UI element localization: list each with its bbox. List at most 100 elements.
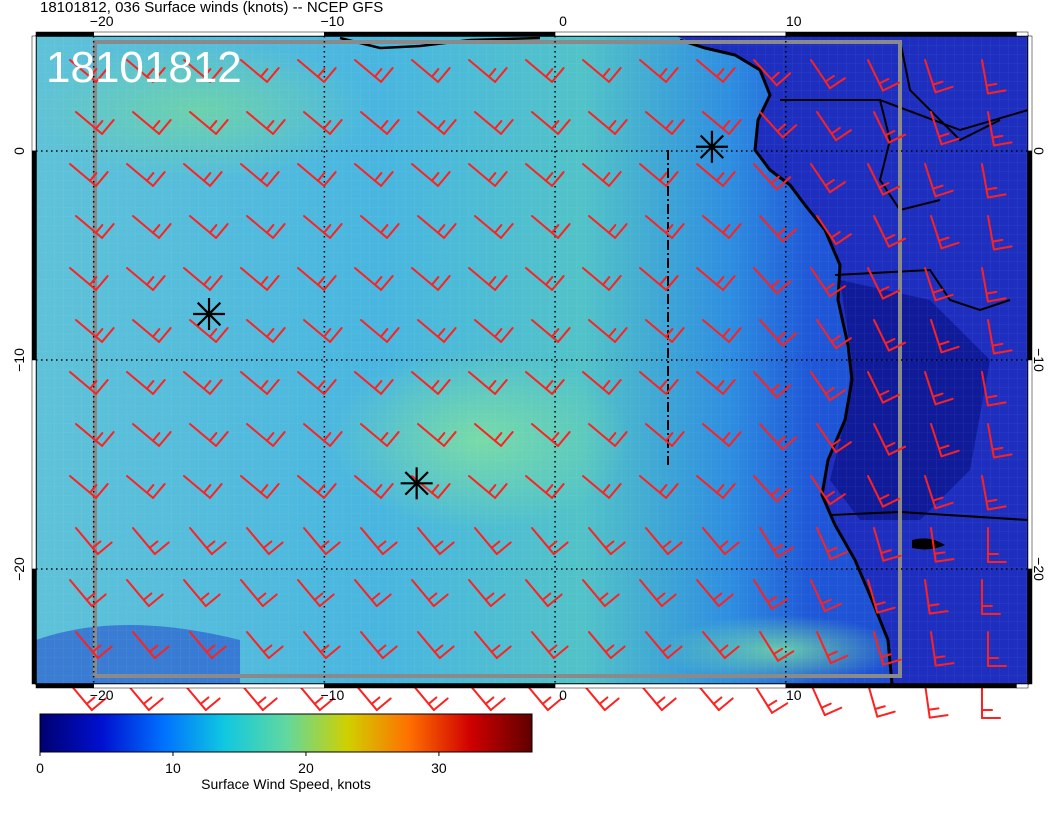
wind-barb	[873, 111, 907, 144]
wind-barb	[411, 371, 451, 395]
wind-barb	[240, 163, 280, 187]
wind-barb	[75, 423, 115, 447]
lon-tick-label-top: −20	[90, 13, 114, 29]
wind-barb	[132, 319, 172, 343]
colorbar-ticks: 0 10 20 30	[36, 752, 447, 776]
wind-barb	[246, 527, 284, 556]
wind-barb	[474, 527, 512, 556]
wind-barb	[240, 371, 280, 395]
wind-barb	[924, 163, 954, 198]
frame-tick-bar-bottom	[785, 683, 1017, 689]
wind-barb	[297, 683, 335, 712]
wind-barb	[69, 371, 109, 395]
wind-barb	[126, 163, 166, 187]
wind-barb	[411, 163, 451, 187]
wind-barb	[183, 579, 221, 608]
wind-barb	[132, 631, 170, 660]
frame-tick-bar-top	[1016, 31, 1029, 37]
wind-barb	[753, 59, 792, 87]
wind-barb	[981, 475, 1007, 511]
wind-barb	[753, 683, 789, 714]
wind-barb	[582, 371, 622, 395]
wind-barb	[582, 59, 622, 83]
wind-barb	[930, 215, 960, 250]
frame-tick-bar-right	[1027, 359, 1033, 570]
wind-barb	[474, 423, 514, 447]
wind-barb	[987, 527, 1007, 563]
wind-barb	[354, 371, 394, 395]
wind-barb	[981, 267, 1007, 303]
lon-tick-label-bottom: 0	[559, 687, 567, 703]
frame-tick-bar-bottom	[35, 683, 94, 689]
wind-barb	[240, 683, 278, 712]
lon-tick-label-top: −10	[320, 13, 344, 29]
frame-tick-bar-right	[1027, 35, 1033, 152]
wind-barb	[354, 579, 392, 608]
wind-barb	[867, 59, 901, 92]
wind-barb	[75, 527, 113, 556]
wind-barb	[468, 579, 506, 608]
wind-barb	[588, 631, 626, 660]
wind-barb	[183, 683, 221, 712]
wind-barb	[303, 111, 343, 135]
wind-barb	[645, 111, 685, 135]
wind-barb	[69, 579, 107, 608]
wind-barb	[696, 371, 736, 395]
colorbar: 0 10 20 30 Surface Wind Speed, knots	[36, 713, 533, 792]
wind-barb	[924, 59, 954, 94]
wind-barb	[411, 579, 449, 608]
lon-tick-label-bottom: 10	[786, 687, 802, 703]
wind-barb	[354, 683, 392, 712]
wind-barb	[246, 631, 284, 660]
wind-barb	[645, 319, 685, 343]
wind-barb	[240, 59, 280, 83]
wind-barb	[702, 423, 742, 447]
colorbar-tick-label: 10	[165, 760, 181, 776]
frame-tick-bar-top	[324, 31, 556, 37]
wind-barb	[753, 579, 789, 610]
wind-barb	[69, 267, 109, 291]
wind-barb	[645, 423, 685, 447]
wind-barb	[531, 215, 571, 239]
wind-barb	[582, 579, 620, 608]
colorbar-tick-label: 20	[298, 760, 314, 776]
wind-barb	[867, 579, 896, 614]
frame-tick-bar-left	[31, 568, 37, 685]
wind-barb	[639, 683, 677, 712]
wind-barb	[531, 111, 571, 135]
colorbar-ramp	[39, 713, 533, 753]
date-stamp: 18101812	[46, 43, 242, 92]
wind-barb	[588, 319, 628, 343]
wind-barb	[132, 215, 172, 239]
wind-barb	[360, 527, 398, 556]
lon-tick-label-bottom: −10	[320, 687, 344, 703]
wind-barb	[132, 527, 170, 556]
lon-tick-label-top: 0	[559, 13, 567, 29]
wind-barb	[867, 163, 901, 196]
lat-tick-label-left: −20	[11, 557, 27, 581]
wind-barb	[126, 683, 164, 712]
lat-lon-grid	[36, 36, 1028, 684]
wind-barb	[810, 475, 846, 506]
wind-barb	[873, 215, 907, 248]
frame-tick-bar-bottom	[93, 683, 325, 689]
wind-barb	[987, 631, 1007, 667]
wind-barb	[702, 527, 740, 556]
wind-barb	[297, 59, 337, 83]
wind-barb	[126, 59, 166, 83]
wind-barb	[468, 163, 508, 187]
wind-barb	[702, 319, 742, 343]
wind-barb	[987, 111, 1013, 147]
wind-barb	[981, 579, 1001, 615]
wind-barb	[531, 423, 571, 447]
wind-barb	[474, 319, 514, 343]
frame-tick-bar-right	[1027, 568, 1033, 685]
wind-barb	[417, 527, 455, 556]
wind-barb	[531, 319, 571, 343]
wind-barb	[189, 319, 229, 343]
wind-barb	[360, 423, 400, 447]
wind-barb	[303, 319, 343, 343]
wind-barb	[753, 267, 792, 295]
wind-barb	[183, 59, 223, 83]
wind-barb	[867, 267, 901, 300]
